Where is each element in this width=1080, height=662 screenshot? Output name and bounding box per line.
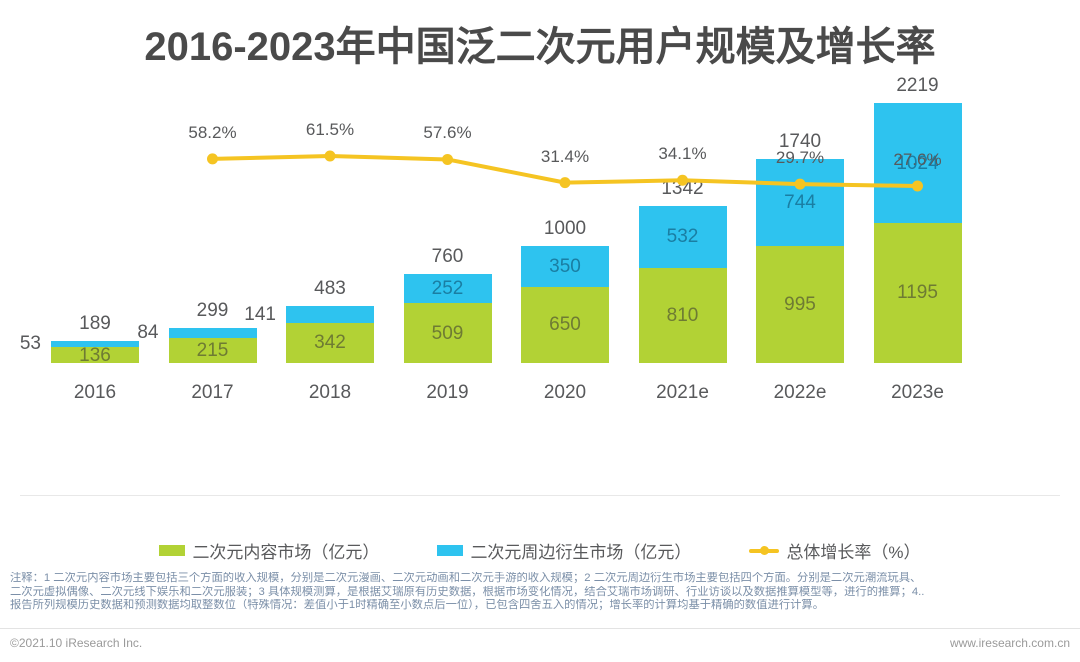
growth-rate-label: 57.6% (423, 123, 472, 143)
bar-segment-derivative-market[interactable]: 252 (403, 273, 492, 304)
bar-segment-value: 509 (431, 322, 464, 344)
growth-rate-label: 27.6% (893, 150, 942, 169)
stacked-bar[interactable]: 2219 1024 1195 (873, 75, 962, 363)
bar-segment-content-market[interactable]: 215 (168, 337, 257, 363)
x-axis-tick-label: 2022e (773, 382, 827, 403)
bar-segment-derivative-market[interactable]: 141 (244, 305, 374, 324)
bar-total-label: 189 (79, 312, 111, 334)
bar-segment-derivative-market[interactable]: 53 (20, 334, 139, 353)
bar-segment-content-market[interactable]: 810 (638, 268, 727, 363)
bar-segment-content-market[interactable]: 342 (286, 322, 374, 363)
bar-segment-value: 53 (19, 333, 41, 355)
bar-segment-content-market[interactable]: 650 (521, 286, 609, 363)
copyright-text: ©2021.10 iResearch Inc. (10, 636, 143, 650)
bar-segment-derivative-market[interactable]: 744 (756, 159, 844, 247)
green-swatch-icon (159, 545, 186, 556)
bar-total-label: 1740 (778, 131, 822, 153)
stacked-bar[interactable]: 1740 744 995 (756, 131, 844, 363)
bar-segment-content-market[interactable]: 1195 (873, 222, 962, 363)
bar-segment-value: 350 (549, 255, 581, 277)
legend-label-content-market: 二次元内容市场（亿元） (192, 543, 380, 562)
bar-segment-value: 650 (549, 314, 581, 336)
footnote-block: 注释：1 二次元内容市场主要包括三个方面的收入规模，分别是二次元漫画、二次元动画… (10, 572, 1072, 613)
footer: ©2021.10 iResearch Inc. www.iresearch.co… (10, 636, 1070, 650)
stacked-bar[interactable]: 189 53 136 (20, 313, 139, 366)
bar-segment-value: 810 (666, 305, 699, 327)
footnote-line-2: 二次元虚拟偶像、二次元线下娱乐和二次元服装；3 具体规模测算，是根据艾瑞原有历史… (10, 585, 925, 598)
x-axis-tick-label: 2021e (656, 382, 709, 403)
stacked-bar[interactable]: 760 252 509 (403, 246, 492, 363)
blue-swatch-icon (437, 545, 464, 556)
chart-legend: 二次元内容市场（亿元） 二次元周边衍生市场（亿元） 总体增长率（%） (0, 538, 1080, 563)
legend-item-growth-rate[interactable]: 总体增长率（%） (749, 538, 921, 563)
x-axis-baseline (20, 495, 1060, 496)
growth-rate-label: 58.2% (188, 122, 237, 142)
bar-segment-value: 995 (784, 294, 816, 316)
bar-total-label: 1342 (661, 177, 704, 199)
growth-rate-label: 29.7% (775, 148, 825, 168)
x-axis-tick-label: 2023e (891, 382, 944, 403)
bar-segment-derivative-market[interactable]: 350 (521, 245, 609, 287)
legend-label-growth-rate: 总体增长率（%） (786, 543, 921, 562)
bar-segment-value: 141 (244, 304, 276, 326)
website-link[interactable]: www.iresearch.com.cn (949, 636, 1070, 650)
bar-segment-value: 215 (196, 339, 229, 361)
bar-total-label: 299 (196, 299, 229, 321)
bar-segment-value: 342 (314, 332, 346, 354)
legend-item-content-market[interactable]: 二次元内容市场（亿元） (159, 538, 379, 563)
growth-rate-label: 61.5% (305, 120, 355, 139)
line-marker-icon (749, 545, 780, 556)
bar-segment-content-market[interactable]: 136 (51, 344, 139, 366)
bar-total-label: 1000 (543, 217, 587, 239)
growth-rate-label: 34.1% (658, 144, 707, 164)
bar-total-label: 483 (314, 278, 346, 300)
bar-segment-content-market[interactable]: 995 (756, 246, 844, 363)
bar-segment-value: 136 (79, 344, 111, 366)
x-axis-tick-label: 2020 (543, 382, 587, 403)
bar-segment-value: 1195 (897, 282, 938, 304)
bar-segment-value: 744 (784, 192, 816, 214)
footer-divider (0, 628, 1080, 629)
page-title: 2016-2023年中国泛二次元用户规模及增长率 (144, 25, 936, 69)
plot-area: 189 53 136 299 84 215 483 141 342 760 252 509 1000 35… (20, 75, 1060, 496)
x-axis-tick-label: 2019 (426, 382, 469, 403)
bar-segment-derivative-market[interactable]: 84 (137, 323, 257, 342)
stacked-bar[interactable]: 299 84 215 (137, 300, 257, 363)
footnote-line-1: 注释：1 二次元内容市场主要包括三个方面的收入规模，分别是二次元漫画、二次元动画… (10, 572, 922, 584)
growth-rate-label: 31.4% (540, 146, 590, 166)
bar-segment-value: 84 (137, 322, 159, 344)
x-axis-tick-label: 2017 (191, 382, 234, 403)
stacked-bar[interactable]: 1342 532 810 (638, 178, 727, 363)
bar-total-label: 760 (431, 245, 464, 267)
stacked-bar[interactable]: 483 141 342 (244, 278, 374, 363)
bar-segment-value: 252 (431, 278, 464, 300)
bar-segment-content-market[interactable]: 509 (403, 303, 492, 363)
footnote-line-3: 报告所列规模历史数据和预测数据均取整数位（特殊情况：差值小于1时精确至小数点后一… (10, 599, 825, 611)
legend-label-derivative-market: 二次元周边衍生市场（亿元） (470, 543, 692, 562)
bar-segment-value: 532 (666, 226, 699, 248)
legend-item-derivative-market[interactable]: 二次元周边衍生市场（亿元） (437, 538, 691, 563)
bar-total-label: 2219 (896, 75, 939, 96)
x-axis-tick-label: 2018 (308, 382, 352, 403)
x-axis-tick-label: 2016 (73, 382, 117, 403)
stacked-bar[interactable]: 1000 350 650 (521, 218, 609, 363)
bar-segment-derivative-market[interactable]: 532 (638, 205, 727, 269)
